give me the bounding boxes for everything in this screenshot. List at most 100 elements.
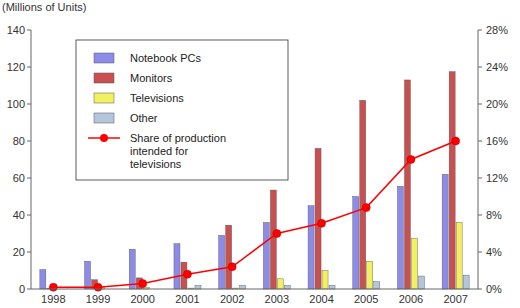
bar [277,279,283,289]
bar [174,244,180,289]
y-tick [27,67,31,68]
x-tick-label: 2007 [443,293,467,305]
y-tick [27,178,31,179]
x-tick-label: 2000 [131,293,155,305]
bar [456,222,462,289]
y-label: (Millions of Units) [2,1,86,13]
bar [226,225,232,289]
legend: Notebook PCs Monitors Televisions Other Shar… [76,40,288,180]
bar [449,72,455,289]
y-tick [27,30,31,31]
y2-tick [478,67,482,68]
legend-label: Share of productionintended fortelevisio… [130,132,226,170]
y2-tick-label: 28% [486,24,508,36]
bar [240,285,246,289]
y2-tick [478,289,482,290]
marker [362,204,370,212]
x-tick-label: 2005 [354,293,378,305]
bar [284,285,290,289]
marker [183,270,191,278]
legend-label-line: Share of production [130,132,226,144]
y2-tick-label: 0% [486,283,502,295]
y2-tick [478,215,482,216]
bar [195,285,201,289]
y-axis [31,30,32,289]
marker [94,283,102,291]
bar [442,174,448,289]
x-tick-label: 1999 [86,293,110,305]
legend-label-line: Other [130,112,158,124]
marker [228,263,236,271]
x-tick-label: 2003 [265,293,289,305]
marker [49,283,57,291]
marker [318,219,326,227]
legend-box [76,40,288,180]
x-tick-label: 2006 [399,293,423,305]
legend-label: Monitors [130,72,173,84]
legend-label-line: televisions [130,158,182,170]
x-axis [31,289,478,290]
y-tick-label: 40 [13,209,25,221]
bar [411,238,417,289]
y2-tick [478,252,482,253]
bar [463,275,469,289]
bar [40,270,46,289]
y2-tick [478,104,482,105]
bar [404,80,410,289]
bar [129,249,135,289]
y2-tick-label: 20% [486,98,508,110]
y2-tick-label: 12% [486,172,508,184]
y-tick [27,141,31,142]
marker [452,137,460,145]
x-tick-label: 2001 [175,293,199,305]
legend-marker [100,134,108,142]
y-tick-label: 0 [19,283,25,295]
legend-swatch [94,113,114,123]
y2-tick-label: 16% [486,135,508,147]
legend-swatch [94,73,114,83]
legend-label-line: Televisions [130,92,184,104]
y-tick-label: 140 [7,24,25,36]
bar [85,261,91,289]
legend-label: Televisions [130,92,184,104]
legend-label: Notebook PCs [130,52,201,64]
chart: (Millions of Units) 0 20 40 60 80 100 120 140 0% 4… [0,0,520,308]
y-tick [27,289,31,290]
x-tick-label: 1998 [41,293,65,305]
marker [273,230,281,238]
legend-label-line: intended for [130,145,188,157]
legend-label-line: Notebook PCs [130,52,201,64]
bar [374,282,380,289]
legend-label-line: Monitors [130,72,173,84]
y-tick [27,215,31,216]
y-tick-label: 100 [7,98,25,110]
y-tick-label: 60 [13,172,25,184]
y-tick [27,104,31,105]
bar [263,222,269,289]
bar [308,206,314,289]
y2-tick-label: 24% [486,61,508,73]
y-tick-label: 120 [7,61,25,73]
y-tick [27,252,31,253]
y-tick-label: 20 [13,246,25,258]
bar [397,186,403,289]
legend-swatch [94,93,114,103]
bar [315,148,321,289]
bar [329,285,335,289]
y2-tick-label: 4% [486,246,502,258]
y2-tick-label: 8% [486,209,502,221]
bar [322,271,328,290]
bar [367,261,373,289]
x-tick-label: 2004 [309,293,333,305]
bar [360,100,366,289]
y2-tick [478,141,482,142]
y2-axis [478,30,479,289]
legend-swatch [94,53,114,63]
y2-tick [478,30,482,31]
marker [139,279,147,287]
marker [407,156,415,164]
y-tick-label: 80 [13,135,25,147]
bar [270,190,276,289]
bar [418,276,424,289]
legend-label: Other [130,112,158,124]
